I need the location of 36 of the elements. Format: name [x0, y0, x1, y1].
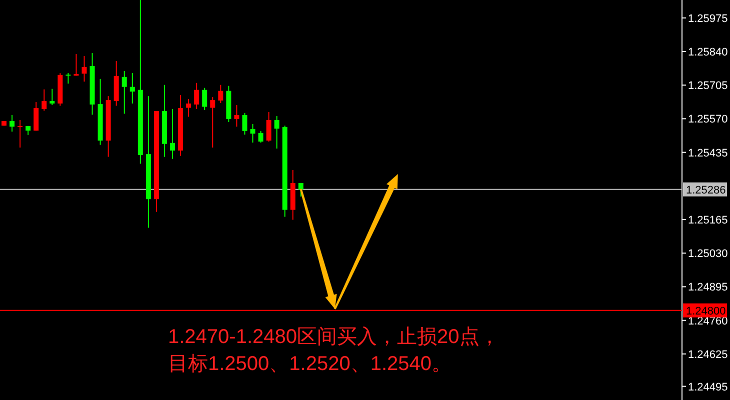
- candlestick: [34, 102, 39, 132]
- candlestick: [122, 70, 127, 114]
- candlestick: [50, 88, 55, 106]
- y-tick-label: 1.25165: [688, 214, 728, 227]
- annotation: 目标1.2500、1.2520、1.2540。: [168, 353, 452, 375]
- ref-line-label: 1.24800: [686, 305, 726, 318]
- y-tick-label: 1.24625: [688, 348, 728, 361]
- annotation: 1.2470-1.2480区间买入，止损20点，: [168, 326, 500, 348]
- y-tick-label: 1.24895: [688, 282, 728, 294]
- y-tick-label: 1.25705: [688, 80, 728, 92]
- candlestick: [194, 82, 200, 110]
- candlestick: [210, 96, 216, 148]
- candlestick: [266, 112, 272, 142]
- y-tick-label: 1.25435: [688, 147, 728, 160]
- ref-line-label: 1.25286: [686, 184, 726, 196]
- candlestick: [18, 119, 23, 148]
- candlestick: [234, 104, 240, 128]
- y-tick-label: 1.25840: [688, 46, 728, 59]
- candlestick: [42, 88, 47, 112]
- candlestick: [130, 72, 135, 104]
- candlestick: [202, 87, 208, 111]
- y-tick-label: 1.24495: [688, 381, 728, 394]
- candlestick: [258, 130, 264, 144]
- candlestick: [10, 114, 15, 132]
- y-tick-label: 1.25975: [688, 12, 728, 25]
- candlestick: [218, 84, 224, 104]
- candlestick: [242, 112, 248, 136]
- candlestick: [170, 108, 176, 160]
- candlestick: [82, 56, 87, 82]
- y-tick-label: 1.24760: [688, 315, 728, 328]
- candlestick: [186, 98, 192, 118]
- y-tick-label: 1.25030: [688, 248, 728, 260]
- y-tick-label: 1.25570: [688, 114, 728, 126]
- candlestick: [66, 72, 71, 84]
- candlestick: [250, 123, 256, 144]
- candlestick: [274, 115, 280, 150]
